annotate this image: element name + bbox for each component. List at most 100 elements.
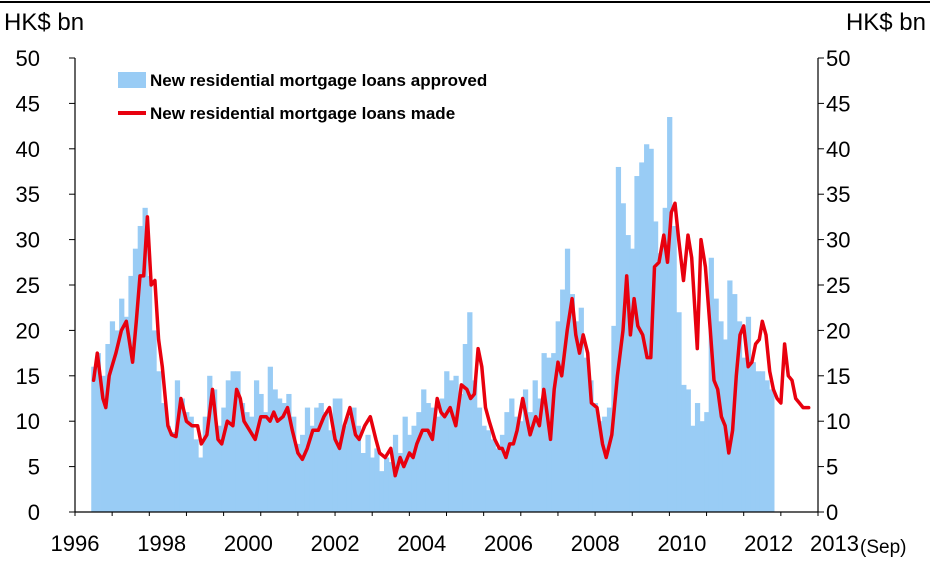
approved-bar xyxy=(434,416,441,512)
approved-bar xyxy=(291,416,297,512)
approved-bar xyxy=(123,316,130,512)
x-tick-label: 1998 xyxy=(137,531,186,556)
approved-bar xyxy=(328,430,334,512)
x-tick-labels: 1996 1998 2000 2002 2004 2006 2008 2010 2012 2013 xyxy=(51,531,859,556)
y-tick-label-left: 5 xyxy=(28,455,40,480)
approved-bar xyxy=(699,421,706,512)
approved-bar xyxy=(541,353,547,512)
approved-bar xyxy=(453,375,459,512)
approved-bar xyxy=(667,117,673,513)
approved-bar xyxy=(253,380,260,512)
approved-bar xyxy=(383,457,390,512)
approved-bar xyxy=(704,412,710,512)
approved-bar xyxy=(425,403,431,512)
y-tick-label-left: 45 xyxy=(16,91,40,116)
approved-bar xyxy=(351,407,357,512)
approved-bar xyxy=(657,253,664,512)
approved-bar xyxy=(379,471,385,512)
approved-bar xyxy=(170,432,176,512)
approved-bar xyxy=(620,203,626,512)
approved-bar xyxy=(165,425,171,512)
approved-bar xyxy=(142,207,148,512)
approved-bar xyxy=(91,366,97,512)
approved-bar xyxy=(407,434,413,512)
legend-approved-swatch xyxy=(118,72,146,88)
approved-bar xyxy=(161,403,167,512)
approved-bar xyxy=(244,412,250,512)
approved-bar xyxy=(202,416,208,512)
left-axis-unit: HK$ bn xyxy=(4,9,84,36)
approved-bar xyxy=(151,330,157,512)
approved-bar xyxy=(374,448,380,512)
y-tick-label-right: 0 xyxy=(826,500,838,525)
approved-bar xyxy=(592,403,599,512)
approved-bar xyxy=(708,257,714,512)
x-tick-label: 1996 xyxy=(51,531,100,556)
approved-bar xyxy=(105,344,111,512)
approved-bar xyxy=(188,416,194,512)
y-tick-label-left: 0 xyxy=(28,500,40,525)
approved-bar xyxy=(337,398,343,512)
approved-bar xyxy=(100,375,106,512)
approved-bar xyxy=(522,389,529,512)
approved-bar xyxy=(750,362,756,512)
approved-bar xyxy=(184,412,190,512)
approved-bar xyxy=(555,321,561,512)
approved-bar xyxy=(314,407,320,512)
approved-bar xyxy=(602,416,608,512)
approved-bar xyxy=(128,275,134,512)
y-tick-label-right: 15 xyxy=(826,364,850,389)
y-tick-label-left: 10 xyxy=(16,409,40,434)
approved-bar xyxy=(476,407,483,512)
approved-bar xyxy=(671,225,677,513)
x-tick-label: 2010 xyxy=(657,531,706,556)
y-tick-label-left: 25 xyxy=(16,273,40,298)
approved-bar xyxy=(355,425,362,512)
y-tick-label-right: 40 xyxy=(826,137,850,162)
approved-bar xyxy=(114,330,120,512)
approved-bar xyxy=(574,321,580,512)
approved-bar xyxy=(727,280,733,512)
approved-bar xyxy=(606,407,613,512)
x-tick-label: 2013 xyxy=(810,531,859,556)
x-tick-label: 2002 xyxy=(311,531,360,556)
approved-bar xyxy=(481,425,487,512)
approved-bar xyxy=(736,321,743,512)
approved-bar xyxy=(207,375,213,512)
legend-made-label: New residential mortgage loans made xyxy=(150,104,455,123)
approved-bar xyxy=(132,248,139,512)
approved-bar xyxy=(764,380,770,512)
approved-bar xyxy=(295,443,301,512)
x-tick-label: 2012 xyxy=(744,531,793,556)
approved-bars-group xyxy=(91,117,775,513)
approved-bar xyxy=(346,416,353,512)
x-tick-label: 2000 xyxy=(224,531,273,556)
approved-bar xyxy=(448,380,454,512)
y-tick-label-right: 10 xyxy=(826,409,850,434)
y-tick-label-left: 20 xyxy=(16,318,40,343)
approved-bar xyxy=(652,221,659,512)
approved-bar xyxy=(146,275,153,512)
approved-bar xyxy=(527,412,534,512)
legend: New residential mortgage loans approved … xyxy=(118,71,487,123)
approved-bar xyxy=(532,380,538,512)
approved-bar xyxy=(300,434,306,512)
approved-bar xyxy=(323,412,329,512)
approved-bar xyxy=(690,425,696,512)
approved-bar xyxy=(504,412,510,512)
approved-bar xyxy=(174,380,181,512)
approved-bar xyxy=(198,457,204,512)
approved-bar xyxy=(95,353,101,512)
approved-bar xyxy=(277,398,283,512)
approved-bar xyxy=(634,176,640,513)
approved-bar xyxy=(490,439,496,512)
approved-bar xyxy=(578,307,584,512)
approved-bar xyxy=(342,425,348,512)
x-tick-label: 2006 xyxy=(484,531,533,556)
approved-bar xyxy=(179,398,185,512)
approved-bar xyxy=(281,403,287,512)
approved-bar xyxy=(514,416,520,512)
x-tick-label: 2008 xyxy=(571,531,620,556)
approved-bar xyxy=(769,389,775,512)
